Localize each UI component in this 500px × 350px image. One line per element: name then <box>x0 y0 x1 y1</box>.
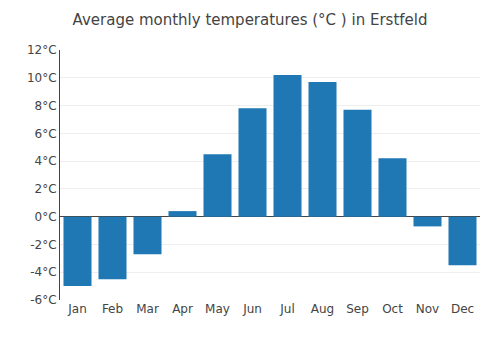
svg-text:10°C: 10°C <box>27 71 57 85</box>
svg-text:8°C: 8°C <box>35 99 57 113</box>
svg-text:Mar: Mar <box>136 302 159 316</box>
svg-text:0°C: 0°C <box>35 210 57 224</box>
svg-text:Jan: Jan <box>67 302 87 316</box>
svg-text:6°C: 6°C <box>35 127 57 141</box>
svg-text:Nov: Nov <box>416 302 439 316</box>
svg-text:Dec: Dec <box>451 302 474 316</box>
svg-text:Apr: Apr <box>172 302 193 316</box>
svg-text:Oct: Oct <box>382 302 403 316</box>
svg-text:Aug: Aug <box>311 302 334 316</box>
svg-text:Jul: Jul <box>279 302 294 316</box>
svg-text:-6°C: -6°C <box>30 293 56 307</box>
svg-text:-4°C: -4°C <box>30 265 56 279</box>
svg-text:12°C: 12°C <box>27 43 57 57</box>
svg-text:Jun: Jun <box>242 302 262 316</box>
svg-text:2°C: 2°C <box>35 182 57 196</box>
svg-text:May: May <box>205 302 230 316</box>
svg-text:Feb: Feb <box>102 302 123 316</box>
svg-text:4°C: 4°C <box>35 154 57 168</box>
svg-text:Sep: Sep <box>346 302 369 316</box>
svg-text:-2°C: -2°C <box>30 238 56 252</box>
svg-text:Average monthly temperatures (: Average monthly temperatures (°C ) in Er… <box>73 11 428 29</box>
